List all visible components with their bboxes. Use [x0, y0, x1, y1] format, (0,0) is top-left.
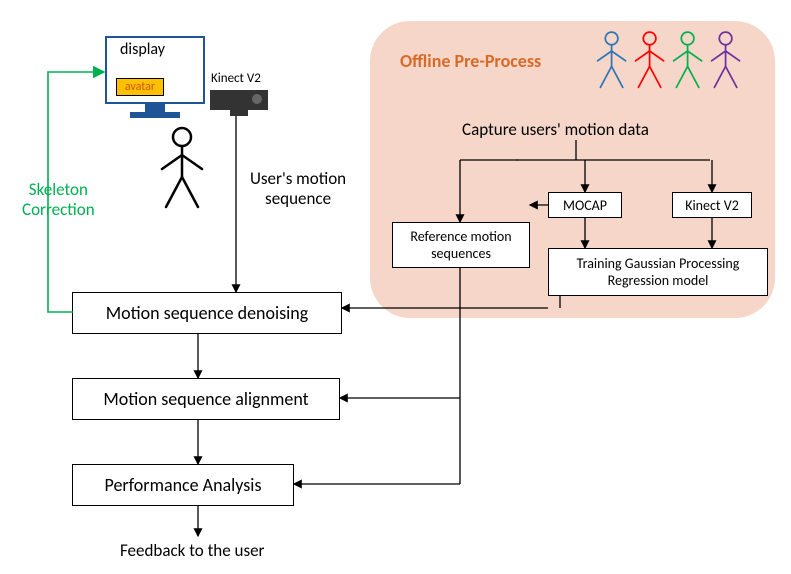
kinect-label: Kinect V2 [211, 71, 261, 86]
user-stick-figure-icon [154, 125, 210, 211]
mocap-box: MOCAP [548, 192, 622, 218]
kinect-v2-label: Kinect V2 [685, 197, 739, 214]
gpr-model-label: Training Gaussian Processing Regression … [555, 255, 761, 289]
denoise-label: Motion sequence denoising [106, 302, 308, 324]
avatar-box: avatar [116, 78, 164, 96]
feedback-label: Feedback to the user [120, 540, 264, 561]
avatar-label: avatar [125, 80, 155, 94]
offline-title: Offline Pre-Process [400, 50, 541, 72]
kinect-lens-icon [252, 94, 262, 104]
monitor-base-icon [130, 112, 180, 118]
mocap-label: MOCAP [563, 197, 607, 214]
skeleton-correction-label: SkeletonCorrection [22, 180, 95, 219]
kinect-v2-box: Kinect V2 [672, 192, 752, 218]
denoise-box: Motion sequence denoising [72, 292, 342, 334]
user-motion-label: User's motionsequence [250, 169, 346, 208]
performance-box: Performance Analysis [72, 464, 294, 506]
capture-label: Capture users' motion data [462, 119, 649, 140]
reference-sequences-label: Reference motion sequences [399, 228, 523, 262]
align-box: Motion sequence alignment [72, 378, 340, 420]
align-label: Motion sequence alignment [103, 388, 308, 410]
kinect-stand-icon [230, 110, 248, 116]
display-label: display [120, 40, 165, 59]
gpr-model-box: Training Gaussian Processing Regression … [548, 248, 768, 296]
reference-sequences-box: Reference motion sequences [392, 222, 530, 268]
performance-label: Performance Analysis [105, 474, 262, 496]
